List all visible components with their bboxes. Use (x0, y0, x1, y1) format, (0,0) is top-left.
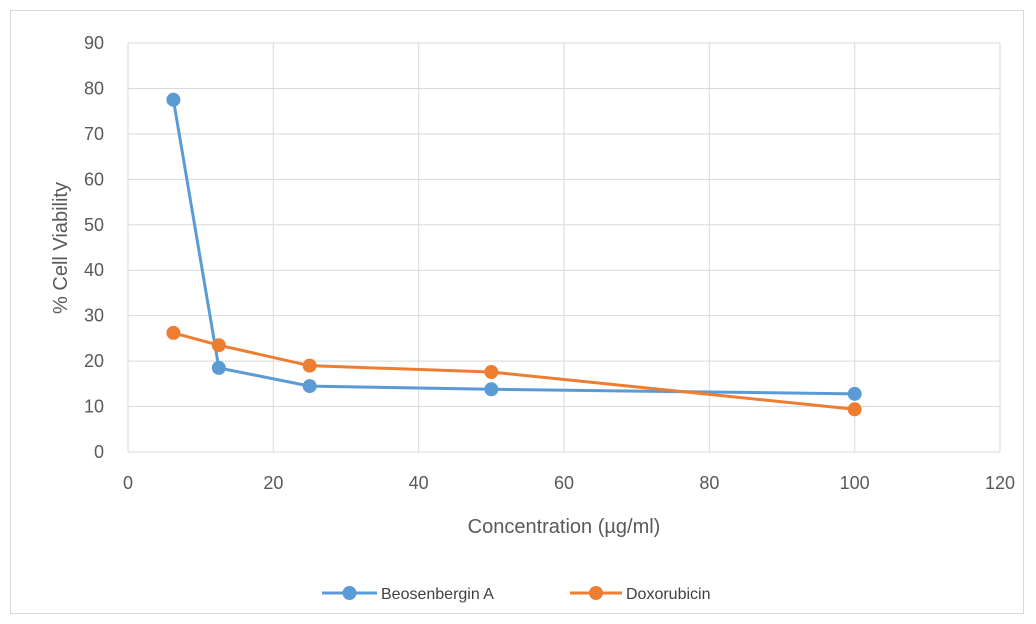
data-point (484, 365, 499, 380)
series-layer (166, 92, 862, 417)
x-tick-label: 0 (123, 473, 133, 493)
x-tick-label: 120 (985, 473, 1015, 493)
data-point (211, 338, 226, 353)
x-tick-label: 80 (699, 473, 719, 493)
legend-label: Doxorubicin (626, 586, 710, 603)
x-axis-title: Concentration (µg/ml) (468, 516, 661, 538)
x-tick-label: 100 (840, 473, 870, 493)
legend-marker (589, 586, 603, 600)
y-tick-label: 10 (84, 397, 104, 417)
data-point (166, 325, 181, 340)
gridlines (127, 42, 1001, 453)
y-tick-label: 20 (84, 351, 104, 371)
x-tick-label: 60 (554, 473, 574, 493)
y-tick-label: 90 (84, 33, 104, 53)
x-tick-label: 20 (263, 473, 283, 493)
legend-marker (342, 586, 357, 600)
y-tick-label: 0 (94, 442, 104, 462)
data-point (302, 358, 317, 373)
y-tick-label: 50 (84, 215, 104, 235)
x-tick-label: 40 (409, 473, 429, 493)
series-line-2 (173, 331, 855, 411)
data-point (484, 382, 499, 397)
legend-label: Beosenbergin A (381, 586, 494, 603)
data-point (847, 402, 862, 417)
data-point (211, 360, 226, 375)
y-axis-title: % Cell Viability (50, 182, 72, 314)
axes: 0 10 20 30 40 50 60 70 80 90 0 20 40 60 80 100 120 (84, 33, 1015, 493)
y-tick-label: 70 (84, 124, 104, 144)
data-point (302, 379, 317, 394)
data-point (166, 92, 181, 107)
legend: Beosenbergin A Doxorubicin (322, 586, 710, 603)
y-tick-label: 40 (84, 260, 104, 280)
data-point (847, 386, 862, 401)
chart-frame (10, 10, 1024, 614)
y-tick-label: 80 (84, 78, 104, 98)
y-tick-label: 30 (84, 306, 104, 326)
y-tick-label: 60 (84, 169, 104, 189)
series-line-1 (171, 99, 855, 396)
